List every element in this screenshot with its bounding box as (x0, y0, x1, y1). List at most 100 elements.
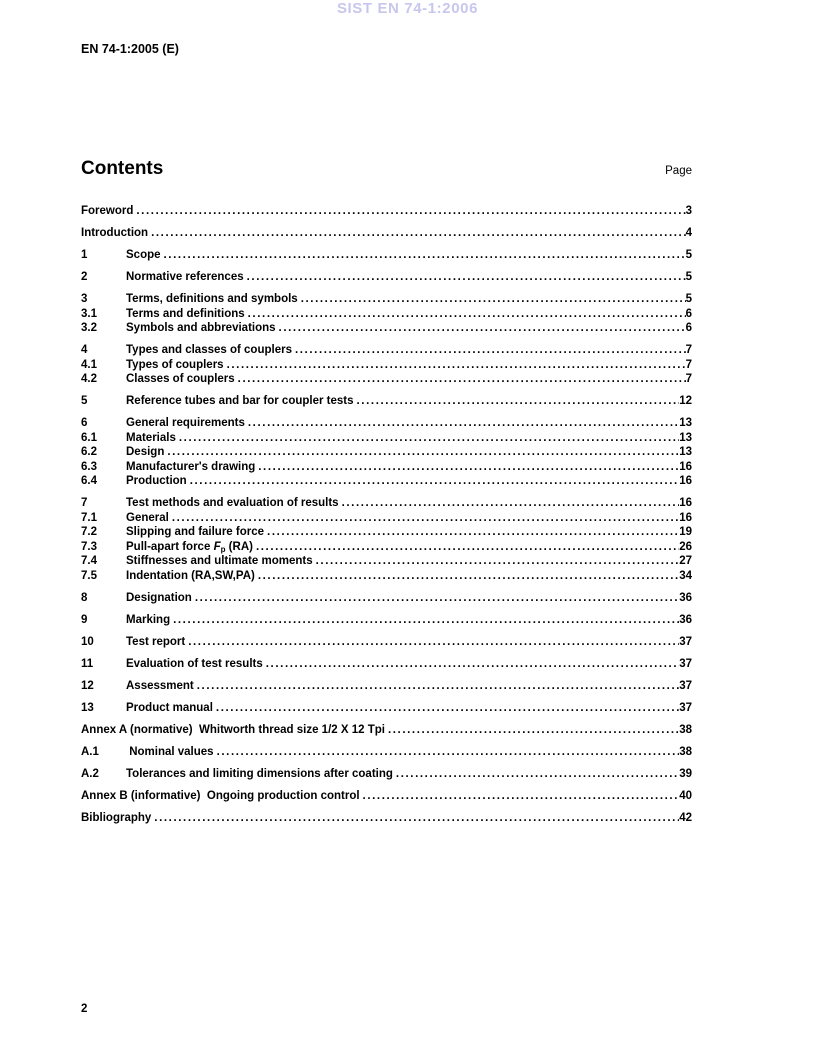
toc-entry[interactable]: A.2 Tolerances and limiting dimensions a… (81, 767, 692, 782)
toc-entry-page: 26 (679, 540, 692, 553)
toc-entry[interactable]: 8 Designation ..........................… (81, 591, 692, 606)
toc-entry[interactable]: 4 Types and classes of couplers ........… (81, 343, 692, 358)
toc-entry[interactable]: Foreword ...............................… (81, 204, 692, 219)
toc-entry-page: 37 (679, 657, 692, 670)
toc-entry[interactable]: 11 Evaluation of test results ..........… (81, 657, 692, 672)
toc-entry-page: 27 (679, 555, 692, 567)
toc-entry-page: 4 (685, 227, 692, 239)
toc-entry[interactable]: 6.4 Production .........................… (81, 474, 692, 489)
toc-entry-title: General (126, 511, 169, 524)
toc-entry-title: Designation (126, 591, 192, 604)
toc-entry-title: Scope (126, 249, 161, 261)
toc-entry[interactable]: 6.1 Materials ..........................… (81, 431, 692, 446)
toc-entry-number: 6.2 (81, 446, 97, 458)
toc-entry[interactable]: 7.4 Stiffnesses and ultimate moments ...… (81, 554, 692, 569)
toc-entry[interactable]: 3 Terms, definitions and symbols .......… (81, 292, 692, 307)
toc-entry[interactable]: Annex A (normative) Whitworth thread siz… (81, 723, 692, 738)
toc-entry[interactable]: 6.2 Design .............................… (81, 445, 692, 460)
toc-entry-page: 39 (679, 767, 692, 780)
toc-leader-dots: ........................................… (257, 569, 680, 582)
toc-entry-title: Types and classes of couplers (126, 344, 292, 356)
contents-header: Contents Page (81, 158, 692, 180)
toc-entry[interactable]: 5 Reference tubes and bar for coupler te… (81, 394, 692, 409)
toc-entry-page: 7 (685, 344, 692, 356)
toc-entry-number: 8 (81, 591, 88, 604)
toc-entry[interactable]: 12 Assessment ..........................… (81, 679, 692, 694)
toc-entry-page: 6 (685, 322, 692, 334)
toc-entry-title: Assessment (126, 679, 194, 692)
toc-entry-number: 7.2 (81, 526, 97, 538)
toc-leader-dots: ........................................… (395, 767, 679, 780)
toc-entry-number: 5 (81, 395, 88, 407)
page-column-label: Page (665, 165, 692, 177)
toc-entry-title: Nominal values (126, 745, 214, 758)
toc-entry-page: 37 (679, 679, 692, 692)
toc-entry-number: 6.4 (81, 475, 97, 487)
toc-entry-page: 36 (679, 591, 692, 604)
toc-entry-title: Foreword (81, 205, 134, 217)
toc-entry-title: Product manual (126, 701, 213, 714)
document-reference: EN 74-1:2005 (E) (81, 42, 179, 56)
toc-entry[interactable]: 7.5 Indentation (RA,SW,PA) .............… (81, 569, 692, 584)
toc-leader-dots: ........................................… (356, 395, 680, 407)
toc-entry[interactable]: 13 Product manual ......................… (81, 701, 692, 716)
toc-entry-page: 13 (679, 417, 692, 429)
toc-entry-title: Types of couplers (126, 358, 224, 371)
toc-entry[interactable]: Annex B (informative) Ongoing production… (81, 789, 692, 804)
toc-entry-page: 40 (679, 789, 692, 802)
toc-entry-number: 7.3 (81, 540, 97, 553)
toc-entry[interactable]: 10 Test report .........................… (81, 635, 692, 650)
toc-entry[interactable]: 1 Scope ................................… (81, 248, 692, 263)
toc-leader-dots: ........................................… (387, 723, 679, 736)
toc-entry[interactable]: 4.2 Classes of couplers ................… (81, 372, 692, 387)
toc-entry-title: Annex B (informative) Ongoing production… (81, 789, 360, 802)
contents-heading: Contents (81, 158, 164, 179)
toc-entry-title: Bibliography (81, 811, 152, 824)
toc-entry-title: Production (126, 475, 187, 487)
footer-page-number: 2 (81, 1003, 88, 1015)
toc-entry-page: 38 (679, 745, 692, 758)
toc-entry-page: 34 (679, 569, 692, 582)
toc-entry-title: Stiffnesses and ultimate moments (126, 555, 313, 567)
toc-entry-title: Indentation (RA,SW,PA) (126, 569, 255, 582)
toc-entry[interactable]: 6.3 Manufacturer's drawing .............… (81, 460, 692, 475)
watermark-text: SIST EN 74-1:2006 (336, 0, 479, 17)
toc-entry-title: Slipping and failure force (126, 526, 265, 538)
toc-entry[interactable]: 9 Marking ..............................… (81, 613, 692, 628)
toc-entry[interactable]: 2 Normative references .................… (81, 270, 692, 285)
toc-entry[interactable]: 4.1 Types of couplers ..................… (81, 358, 692, 373)
toc-leader-dots: ........................................… (171, 511, 679, 524)
toc-entry[interactable]: A.1 Nominal values .....................… (81, 745, 692, 760)
toc-leader-dots: ........................................… (163, 249, 686, 261)
toc-entry-page: 16 (679, 460, 692, 473)
toc-entry-title: Marking (126, 613, 171, 626)
toc-entry[interactable]: 3.1 Terms and definitions ..............… (81, 307, 692, 322)
toc-leader-dots: ........................................… (362, 789, 680, 802)
toc-entry-title: Test methods and evaluation of results (126, 497, 339, 509)
toc-leader-dots: ........................................… (226, 358, 686, 371)
toc-leader-dots: ........................................… (341, 497, 680, 509)
toc-entry-title: Introduction (81, 227, 149, 239)
toc-entry-page: 7 (685, 373, 692, 385)
toc-entry-title: Normative references (126, 271, 244, 283)
toc-entry-page: 13 (679, 431, 692, 444)
toc-entry[interactable]: 7.2 Slipping and failure force .........… (81, 525, 692, 540)
toc-entry-number: 3.1 (81, 307, 97, 320)
toc-entry-title: General requirements (126, 417, 245, 429)
toc-entry-page: 16 (679, 511, 692, 524)
toc-entry[interactable]: 6 General requirements .................… (81, 416, 692, 431)
toc-leader-dots: ........................................… (255, 540, 679, 553)
toc-entry-number: 6.3 (81, 460, 97, 473)
toc-entry[interactable]: 7 Test methods and evaluation of results… (81, 496, 692, 511)
toc-entry[interactable]: 7.1 General ............................… (81, 511, 692, 526)
toc-entry-page: 5 (685, 249, 692, 261)
toc-entry[interactable]: 7.3 Pull-apart force Fp (RA) ...........… (81, 540, 692, 555)
toc-leader-dots: ........................................… (189, 475, 680, 487)
toc-entry[interactable]: Introduction ...........................… (81, 226, 692, 241)
toc-leader-dots: ........................................… (167, 446, 680, 458)
toc-entry-title: Classes of couplers (126, 373, 235, 385)
toc-entry[interactable]: 3.2 Symbols and abbreviations ..........… (81, 321, 692, 336)
toc-entry-number: 13 (81, 701, 94, 714)
toc-entry[interactable]: Bibliography ...........................… (81, 811, 692, 826)
toc-entry-number: 7.4 (81, 555, 97, 567)
